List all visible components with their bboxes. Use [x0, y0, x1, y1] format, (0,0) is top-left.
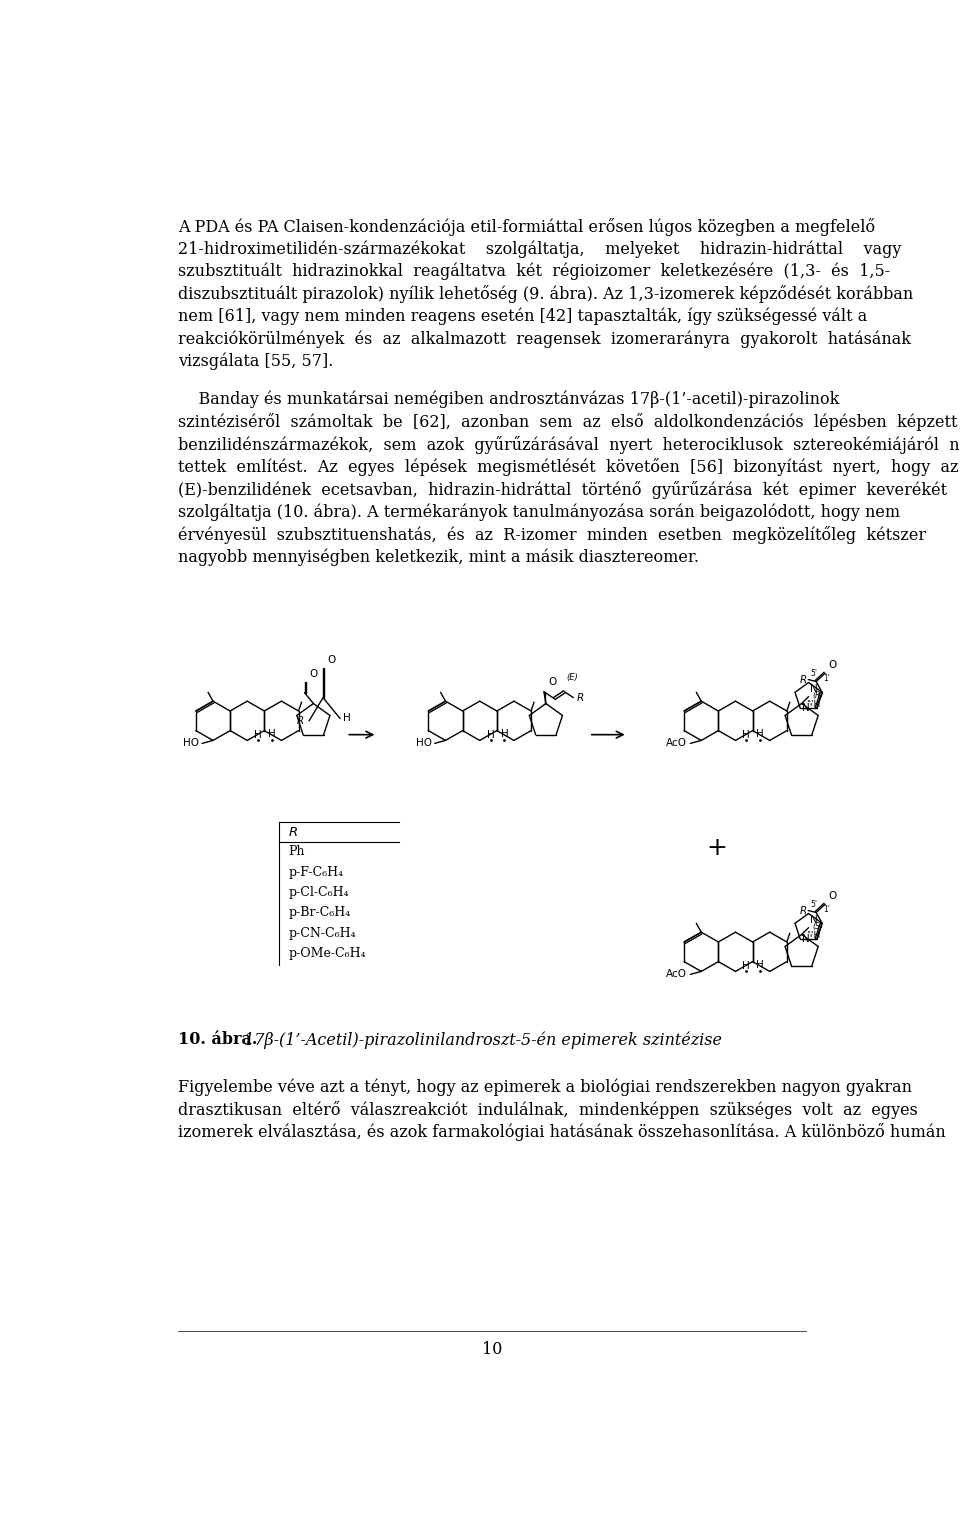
Text: p-OMe-C₆H₄: p-OMe-C₆H₄ — [288, 947, 366, 961]
Text: H: H — [742, 961, 750, 971]
Text: H: H — [344, 714, 351, 724]
Text: (S): (S) — [812, 921, 824, 930]
Text: 5': 5' — [810, 900, 817, 909]
Text: p-Cl-C₆H₄: p-Cl-C₆H₄ — [288, 886, 348, 898]
Text: R: R — [800, 674, 807, 685]
Text: H: H — [268, 729, 276, 739]
Text: R: R — [800, 906, 807, 915]
Text: (R): (R) — [812, 691, 824, 700]
Text: O: O — [828, 891, 836, 901]
Text: +: + — [707, 836, 727, 861]
Text: Ph: Ph — [288, 845, 304, 857]
Text: AcO: AcO — [666, 970, 687, 979]
Text: '''H: '''H — [805, 932, 820, 939]
Text: O: O — [828, 661, 836, 670]
Text: p-CN-C₆H₄: p-CN-C₆H₄ — [288, 927, 356, 939]
Text: vizsgálata [55, 57].: vizsgálata [55, 57]. — [179, 353, 333, 370]
Text: p-F-C₆H₄: p-F-C₆H₄ — [288, 865, 344, 879]
Text: A PDA és PA Claisen-kondenzációja etil-formiáttal erősen lúgos közegben a megfel: A PDA és PA Claisen-kondenzációja etil-f… — [179, 218, 876, 236]
Text: H: H — [487, 730, 494, 739]
Text: 1': 1' — [824, 674, 830, 683]
Text: (E): (E) — [566, 673, 578, 682]
Text: 17β-(1’-Acetil)-pirazolinilandroszt-5-én epimerek szintézise: 17β-(1’-Acetil)-pirazolinilandroszt-5-én… — [239, 1032, 722, 1048]
Text: HO: HO — [183, 738, 199, 748]
Text: 5': 5' — [810, 670, 817, 677]
Text: H: H — [756, 961, 764, 970]
Text: HO: HO — [416, 738, 432, 748]
Text: p-Br-C₆H₄: p-Br-C₆H₄ — [288, 906, 350, 920]
Text: O: O — [327, 656, 335, 665]
Text: 10: 10 — [482, 1341, 502, 1359]
Text: nem [61], vagy nem minden reagens esetén [42] tapasztalták, így szükségessé vált: nem [61], vagy nem minden reagens esetén… — [179, 308, 868, 326]
Text: N': N' — [802, 935, 812, 944]
Text: H: H — [742, 730, 750, 739]
Text: R: R — [576, 692, 584, 703]
Text: N: N — [809, 685, 818, 694]
Text: R: R — [298, 715, 304, 726]
Text: reakciókörülmények  és  az  alkalmazott  reagensek  izomerarányra  gyakorolt  ha: reakciókörülmények és az alkalmazott rea… — [179, 330, 911, 348]
Text: R: R — [288, 826, 298, 839]
Text: nagyobb mennyiségben keletkezik, mint a másik diasztereomer.: nagyobb mennyiségben keletkezik, mint a … — [179, 548, 699, 565]
Text: érvényesül  szubsztituenshatás,  és  az  R-izomer  minden  esetben  megközelítől: érvényesül szubsztituenshatás, és az R-i… — [179, 526, 926, 544]
Text: O: O — [548, 677, 557, 688]
Text: N: N — [809, 915, 818, 926]
Text: 10. ábra.: 10. ábra. — [179, 1032, 257, 1048]
Text: H: H — [500, 729, 509, 739]
Text: H: H — [254, 730, 262, 739]
Text: Banday és munkatársai nemégiben androsztánvázas 17β-(1’-acetil)-pirazolinok: Banday és munkatársai nemégiben androszt… — [179, 391, 839, 408]
Text: Figyelembe véve azt a tényt, hogy az epimerek a biológiai rendszerekben nagyon g: Figyelembe véve azt a tényt, hogy az epi… — [179, 1079, 912, 1095]
Text: O: O — [309, 668, 318, 679]
Text: szolgáltatja (10. ábra). A termékarányok tanulmányozása során beigazolódott, hog: szolgáltatja (10. ábra). A termékarányok… — [179, 503, 900, 521]
Text: drasztikusan  eltérő  válaszreakciót  indulálnak,  mindenképpen  szükséges  volt: drasztikusan eltérő válaszreakciót indul… — [179, 1101, 918, 1120]
Text: izomerek elválasztása, és azok farmakológiai hatásának összehasonlítása. A külön: izomerek elválasztása, és azok farmakoló… — [179, 1123, 946, 1141]
Text: '''H: '''H — [805, 700, 820, 709]
Text: szubsztituált  hidrazinokkal  reagáltatva  két  régioizomer  keletkezésére  (1,3: szubsztituált hidrazinokkal reagáltatva … — [179, 264, 890, 280]
Text: diszubsztituált pirazolok) nyílik lehetőség (9. ábra). Az 1,3-izomerek képződésé: diszubsztituált pirazolok) nyílik lehető… — [179, 285, 913, 303]
Text: szintéziséről  számoltak  be  [62],  azonban  sem  az  első  aldolkondenzációs  : szintéziséről számoltak be [62], azonban… — [179, 414, 958, 432]
Text: AcO: AcO — [666, 738, 687, 748]
Text: benzilidénszármazékok,  sem  azok  gyűrűzárásával  nyert  heterociklusok  sztere: benzilidénszármazékok, sem azok gyűrűzár… — [179, 436, 960, 454]
Text: H: H — [756, 729, 764, 739]
Text: N': N' — [802, 703, 812, 714]
Text: 21-hidroximetilidén-származékokat    szolgáltatja,    melyeket    hidrazin-hidrá: 21-hidroximetilidén-származékokat szolgá… — [179, 241, 901, 258]
Text: (E)-benzilidének  ecetsavban,  hidrazin-hidráttal  történő  gyűrűzárása  két  ep: (E)-benzilidének ecetsavban, hidrazin-hi… — [179, 480, 948, 498]
Text: 1': 1' — [824, 904, 830, 914]
Text: tettek  említést.  Az  egyes  lépések  megismétlését  követően  [56]  bizonyítás: tettek említést. Az egyes lépések megism… — [179, 458, 959, 476]
